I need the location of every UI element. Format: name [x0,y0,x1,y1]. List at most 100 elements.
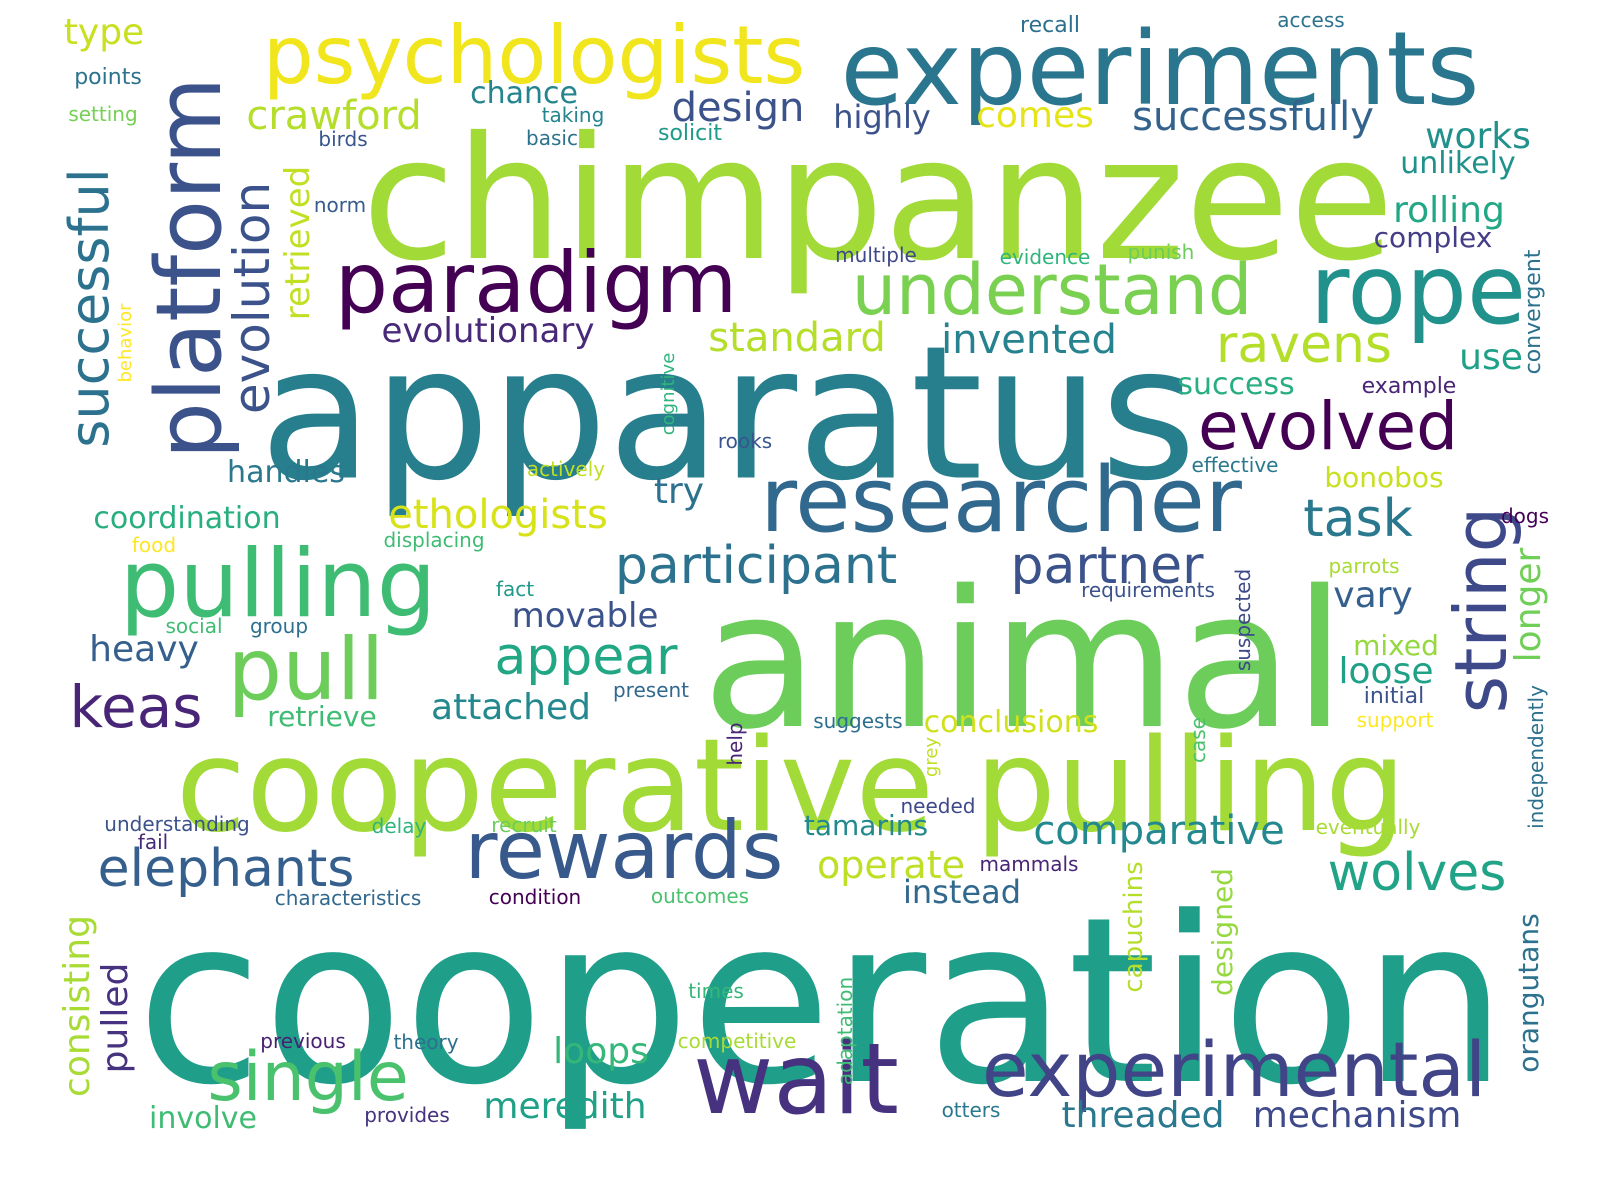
word-crawford: crawford [246,93,422,139]
word-string: string [1439,506,1523,714]
word-heavy: heavy [89,629,199,670]
word-pulled: pulled [95,962,136,1074]
word-invented: invented [941,317,1117,363]
word-involve: involve [148,1101,258,1136]
word-success: success [1177,367,1295,402]
word-comes: comes [976,95,1094,136]
word-present: present [612,678,690,702]
word-taking: taking [541,103,605,127]
word-understanding: understanding [104,812,250,836]
word-design: design [671,85,805,131]
word-platform: platform [137,76,242,460]
word-fact: fact [495,577,535,601]
word-keas: keas [69,673,203,741]
word-type: type [63,12,145,53]
word-use: use [1459,337,1523,378]
word-basic: basic [526,126,578,150]
word-single: single [207,1038,409,1117]
word-chimpanzee: chimpanzee [361,101,1395,299]
word-appear: appear [494,627,678,687]
word-loose: loose [1338,651,1434,692]
word-punish: punish [1127,240,1195,264]
word-characteristics: characteristics [274,886,422,910]
word-help: help [723,722,747,766]
word-participant: participant [614,536,898,596]
word-standard: standard [708,315,886,361]
word-rewards: rewards [464,804,784,897]
word-independently: independently [1524,685,1548,829]
word-consisting: consisting [57,915,98,1097]
word-example: example [1361,374,1457,399]
word-unlikely: unlikely [1400,146,1516,181]
word-understand: understand [851,249,1253,331]
word-cognitive: cognitive [658,352,679,436]
word-conclusions: conclusions [923,705,1099,740]
word-food: food [131,533,177,557]
word-task: task [1303,489,1413,549]
word-competitive: competitive [677,1029,797,1053]
word-instead: instead [903,873,1021,911]
word-recruit: recruit [491,813,557,837]
word-dogs: dogs [1500,504,1550,528]
word-group: group [249,614,309,638]
word-requirements: requirements [1081,578,1215,602]
word-animal: animal [702,550,1346,771]
word-pulling: pulling [119,530,437,639]
word-initial: initial [1363,684,1425,709]
word-adaptation: adaptation [833,976,857,1086]
word-social: social [165,614,223,638]
word-access: access [1277,8,1345,32]
word-suggests: suggests [813,709,903,733]
word-birds: birds [318,127,368,151]
word-retrieved: retrieved [278,165,318,321]
word-case: case [1186,717,1210,763]
word-cooperative-pulling: cooperative pulling [175,712,1407,861]
word-mixed: mixed [1353,629,1439,662]
word-partner: partner [1010,536,1204,596]
word-elephants: elephants [97,839,355,899]
word-researcher: researcher [760,448,1242,553]
word-evolutionary: evolutionary [381,311,595,351]
word-multiple: multiple [835,243,917,267]
word-experiments: experiments [840,10,1480,129]
word-ravens: ravens [1215,315,1393,375]
word-orangutans: orangutans [1512,913,1545,1073]
word-otters: otters [941,1098,1001,1122]
word-previous: previous [260,1029,346,1053]
word-convergent: convergent [1521,249,1546,375]
word-successfully: successfully [1132,94,1374,140]
word-works: works [1425,116,1531,157]
word-provides: provides [364,1103,450,1127]
word-operate: operate [817,843,965,887]
word-comparative: comparative [1033,808,1285,854]
word-evolved: evolved [1198,388,1458,465]
word-successful: successful [58,168,121,448]
word-bonobos: bonobos [1324,461,1444,494]
word-complex: complex [1373,221,1493,254]
word-psychologists: psychologists [262,9,806,102]
word-retrieve: retrieve [267,700,377,733]
word-pull: pull [227,620,385,720]
word-suspected: suspected [1231,568,1255,672]
word-chance: chance [470,76,578,111]
word-grey: grey [921,736,942,778]
word-wolves: wolves [1327,843,1507,903]
word-actively: actively [526,457,606,481]
word-highly: highly [833,98,931,136]
word-capuchins: capuchins [1119,861,1149,993]
word-support: support [1356,708,1434,732]
word-movable: movable [511,596,659,636]
word-ethologists: ethologists [388,492,608,538]
word-displacing: displacing [383,528,485,552]
word-vary: vary [1333,575,1413,616]
word-coordination: coordination [93,501,281,536]
word-mammals: mammals [979,852,1079,876]
word-rope: rope [1309,234,1527,346]
word-delay: delay [371,814,427,838]
word-rolling: rolling [1393,190,1505,231]
word-setting: setting [68,102,138,126]
word-cooperation: cooperation [136,869,1508,1136]
word-eventually: eventually [1315,815,1421,839]
word-handles: handles [227,455,345,490]
